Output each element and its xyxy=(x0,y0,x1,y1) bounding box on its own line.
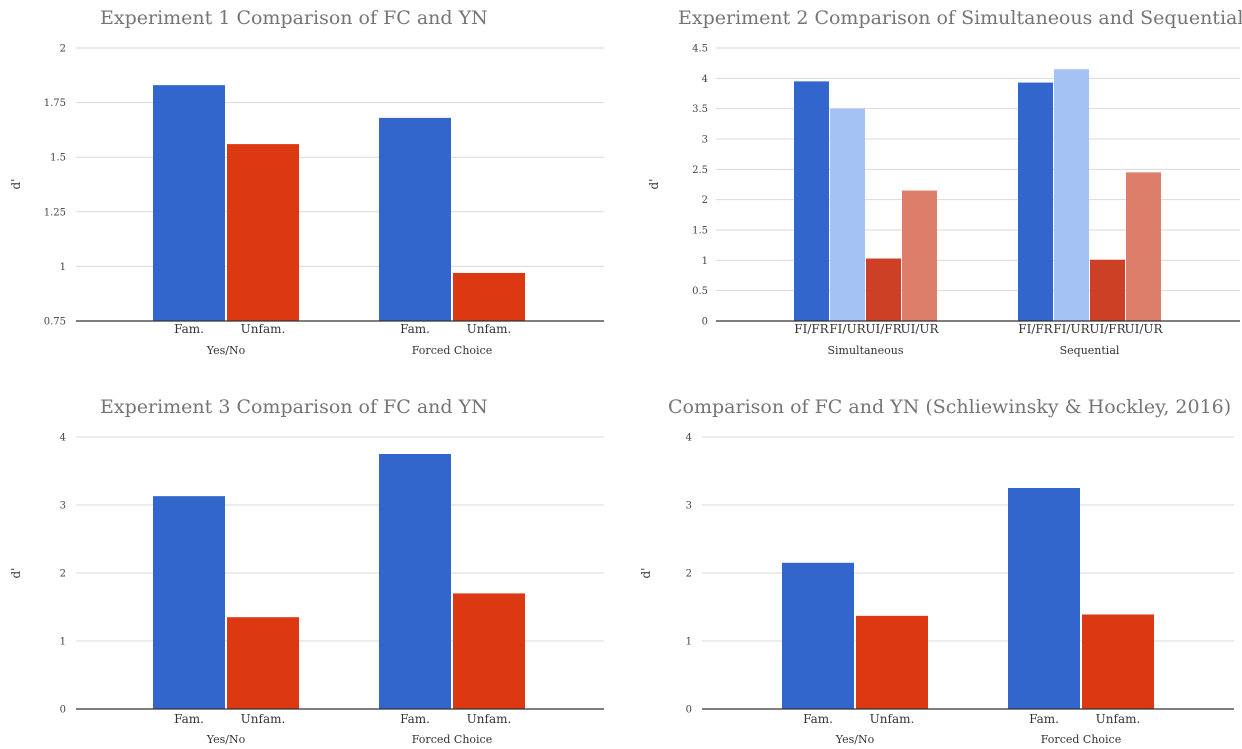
group-label: Yes/No xyxy=(206,733,246,746)
category-label: Unfam. xyxy=(241,322,286,336)
y-tick-label: 4 xyxy=(686,433,692,444)
bar-yes-no-unfam xyxy=(227,144,299,321)
y-axis-title: d' xyxy=(9,179,23,190)
y-tick-label: 3 xyxy=(686,501,692,512)
category-label: FI/FR xyxy=(1018,322,1053,336)
y-tick-label: 1.25 xyxy=(44,207,66,218)
y-tick-label: 0.5 xyxy=(692,286,708,297)
bar-sequential-fi-fr xyxy=(1018,82,1053,321)
category-label: Unfam. xyxy=(870,712,915,726)
y-tick-label: 2 xyxy=(686,569,692,580)
category-label: Fam. xyxy=(174,322,204,336)
chart-panel-3: Experiment 3 Comparison of FC and YN d' 0 1… xyxy=(9,396,604,746)
y-axis-title: d' xyxy=(647,179,661,190)
group-label: Sequential xyxy=(1060,344,1120,357)
category-label: UI/FR xyxy=(1089,322,1126,336)
y-tick-label: 3 xyxy=(60,501,66,512)
bar-forced-choice-fam xyxy=(379,117,451,321)
category-label: Fam. xyxy=(400,712,430,726)
bar-simultaneous-fi-ur xyxy=(830,108,865,322)
chart-panel-1: Experiment 1 Comparison of FC and YN d' 0.… xyxy=(9,7,604,357)
y-tick-label: 4 xyxy=(702,74,708,85)
y-tick-label: 3.5 xyxy=(692,104,708,115)
chart-title: Experiment 1 Comparison of FC and YN xyxy=(100,7,488,29)
chart-title: Experiment 2 Comparison of Simultaneous … xyxy=(678,7,1242,29)
chart-title: Comparison of FC and YN (Schliewinsky & … xyxy=(668,396,1231,418)
chart-title: Experiment 3 Comparison of FC and YN xyxy=(100,396,488,418)
y-tick-label: 1.75 xyxy=(44,98,66,109)
bar-yes-no-unfam xyxy=(227,617,299,709)
y-tick-label: 2 xyxy=(60,44,66,55)
bar-forced-choice-unfam xyxy=(1082,614,1154,709)
category-label: Fam. xyxy=(174,712,204,726)
bar-simultaneous-ui-ur xyxy=(902,190,937,321)
group-label: Yes/No xyxy=(835,733,875,746)
bar-yes-no-fam xyxy=(782,562,854,709)
category-label: Unfam. xyxy=(1096,712,1141,726)
bar-simultaneous-ui-fr xyxy=(866,258,901,321)
bar-yes-no-unfam xyxy=(856,615,928,709)
y-tick-label: 4.5 xyxy=(692,44,708,55)
y-tick-label: 1 xyxy=(60,637,66,648)
category-label: FI/FR xyxy=(794,322,829,336)
category-label: Fam. xyxy=(803,712,833,726)
y-axis-title: d' xyxy=(9,568,23,579)
bar-forced-choice-fam xyxy=(379,454,451,709)
chart-panel-2: Experiment 2 Comparison of Simultaneous … xyxy=(647,7,1242,357)
y-tick-label: 1 xyxy=(702,256,708,267)
y-tick-label: 0 xyxy=(60,705,66,716)
y-tick-label: 2.5 xyxy=(692,165,708,176)
bar-forced-choice-unfam xyxy=(453,593,525,709)
y-tick-label: 0 xyxy=(702,317,708,328)
y-tick-label: 1 xyxy=(686,637,692,648)
category-label: Unfam. xyxy=(467,322,512,336)
category-label: Unfam. xyxy=(241,712,286,726)
group-label: Yes/No xyxy=(206,344,246,357)
y-axis-title: d' xyxy=(639,568,653,579)
category-label: FI/UR xyxy=(1053,322,1090,336)
y-tick-label: 2 xyxy=(702,195,708,206)
group-label: Forced Choice xyxy=(412,733,492,746)
category-label: Fam. xyxy=(400,322,430,336)
bar-yes-no-fam xyxy=(153,85,225,322)
category-label: UI/FR xyxy=(865,322,902,336)
category-label: UI/UR xyxy=(1124,322,1163,336)
y-tick-label: 2 xyxy=(60,569,66,580)
bar-sequential-ui-fr xyxy=(1090,259,1125,321)
category-label: UI/UR xyxy=(900,322,939,336)
y-tick-label: 1.5 xyxy=(50,153,66,164)
bar-forced-choice-fam xyxy=(1008,488,1080,709)
category-label: Fam. xyxy=(1029,712,1059,726)
y-tick-label: 0 xyxy=(686,705,692,716)
y-tick-label: 0.75 xyxy=(44,317,66,328)
bar-yes-no-fam xyxy=(153,496,225,709)
y-tick-label: 1 xyxy=(60,262,66,273)
bar-sequential-ui-ur xyxy=(1126,172,1161,321)
bar-simultaneous-fi-fr xyxy=(794,81,829,321)
group-label: Forced Choice xyxy=(1041,733,1121,746)
y-tick-label: 4 xyxy=(60,433,66,444)
y-tick-label: 1.5 xyxy=(692,226,708,237)
y-tick-label: 3 xyxy=(702,135,708,146)
chart-panel-4: Comparison of FC and YN (Schliewinsky & … xyxy=(639,396,1234,746)
bar-forced-choice-unfam xyxy=(453,272,525,321)
bar-sequential-fi-ur xyxy=(1054,69,1089,321)
group-label: Simultaneous xyxy=(827,344,903,357)
group-label: Forced Choice xyxy=(412,344,492,357)
category-label: Unfam. xyxy=(467,712,512,726)
category-label: FI/UR xyxy=(829,322,866,336)
